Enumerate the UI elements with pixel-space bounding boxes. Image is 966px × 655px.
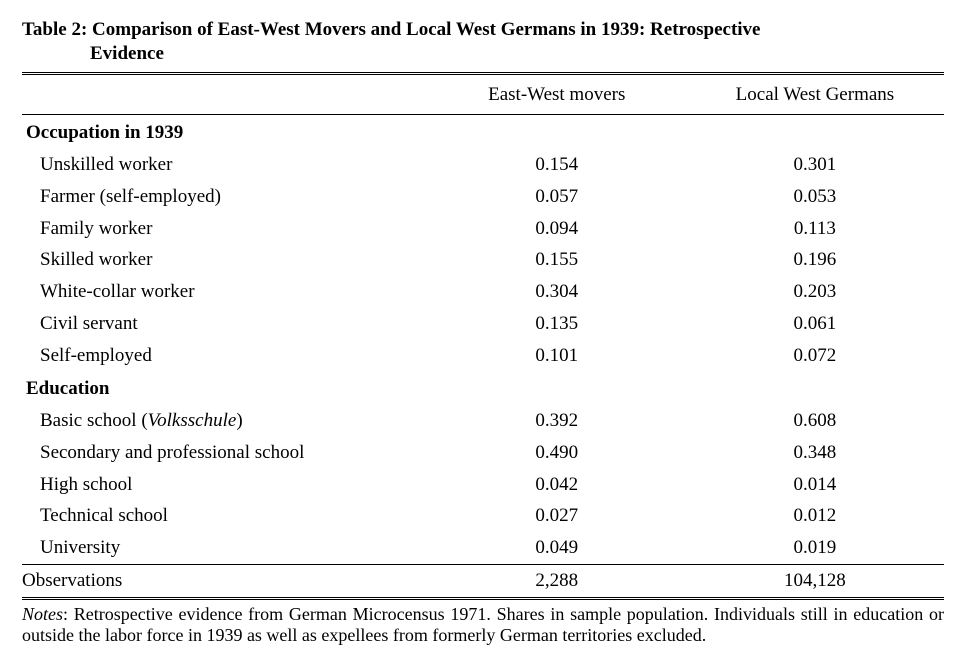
row-label: High school — [22, 469, 428, 501]
table-title-line1: Table 2: Comparison of East-West Movers … — [22, 18, 944, 42]
cell-value: 0.203 — [686, 276, 944, 308]
cell-value: 0.053 — [686, 181, 944, 213]
table-notes: Notes: Retrospective evidence from Germa… — [22, 604, 944, 647]
table-row: Self-employed 0.101 0.072 — [22, 340, 944, 372]
row-label: Technical school — [22, 500, 428, 532]
cell-value: 0.304 — [428, 276, 686, 308]
table-row: High school 0.042 0.014 — [22, 469, 944, 501]
cell-value: 0.027 — [428, 500, 686, 532]
cell-value: 0.012 — [686, 500, 944, 532]
cell-value: 0.061 — [686, 308, 944, 340]
cell-value: 0.135 — [428, 308, 686, 340]
row-label: Self-employed — [22, 340, 428, 372]
row-label: White-collar worker — [22, 276, 428, 308]
table-row: Secondary and professional school 0.490 … — [22, 437, 944, 469]
cell-value: 0.301 — [686, 149, 944, 181]
table-row: Unskilled worker 0.154 0.301 — [22, 149, 944, 181]
column-header-east-west-movers: East-West movers — [428, 73, 686, 115]
observations-value: 2,288 — [428, 564, 686, 598]
cell-value: 0.196 — [686, 244, 944, 276]
table-row: Civil servant 0.135 0.061 — [22, 308, 944, 340]
column-header-local-west-germans: Local West Germans — [686, 73, 944, 115]
cell-value: 0.101 — [428, 340, 686, 372]
table-row: University 0.049 0.019 — [22, 532, 944, 564]
comparison-table: East-West movers Local West Germans Occu… — [22, 72, 944, 600]
table-row: Family worker 0.094 0.113 — [22, 213, 944, 245]
cell-value: 0.042 — [428, 469, 686, 501]
cell-value: 0.608 — [686, 405, 944, 437]
table-row: White-collar worker 0.304 0.203 — [22, 276, 944, 308]
table-title-line2: Evidence — [22, 42, 944, 66]
section-heading-occupation: Occupation in 1939 — [22, 115, 428, 149]
section-heading-education: Education — [22, 371, 428, 405]
row-label: Secondary and professional school — [22, 437, 428, 469]
observations-row: Observations 2,288 104,128 — [22, 564, 944, 598]
row-label: Unskilled worker — [22, 149, 428, 181]
cell-value: 0.392 — [428, 405, 686, 437]
cell-value: 0.154 — [428, 149, 686, 181]
cell-value: 0.019 — [686, 532, 944, 564]
cell-value: 0.113 — [686, 213, 944, 245]
cell-value: 0.072 — [686, 340, 944, 372]
cell-value: 0.490 — [428, 437, 686, 469]
table-row: Basic school (Volksschule) 0.392 0.608 — [22, 405, 944, 437]
observations-value: 104,128 — [686, 564, 944, 598]
observations-label: Observations — [22, 564, 428, 598]
table-row: Skilled worker 0.155 0.196 — [22, 244, 944, 276]
table-row: Technical school 0.027 0.012 — [22, 500, 944, 532]
row-label: Civil servant — [22, 308, 428, 340]
cell-value: 0.155 — [428, 244, 686, 276]
cell-value: 0.348 — [686, 437, 944, 469]
row-label: Basic school (Volksschule) — [22, 405, 428, 437]
cell-value: 0.014 — [686, 469, 944, 501]
table-row: Farmer (self-employed) 0.057 0.053 — [22, 181, 944, 213]
row-label: University — [22, 532, 428, 564]
cell-value: 0.049 — [428, 532, 686, 564]
cell-value: 0.094 — [428, 213, 686, 245]
cell-value: 0.057 — [428, 181, 686, 213]
row-label: Family worker — [22, 213, 428, 245]
row-label: Skilled worker — [22, 244, 428, 276]
row-label: Farmer (self-employed) — [22, 181, 428, 213]
table-title: Table 2: Comparison of East-West Movers … — [22, 18, 944, 66]
